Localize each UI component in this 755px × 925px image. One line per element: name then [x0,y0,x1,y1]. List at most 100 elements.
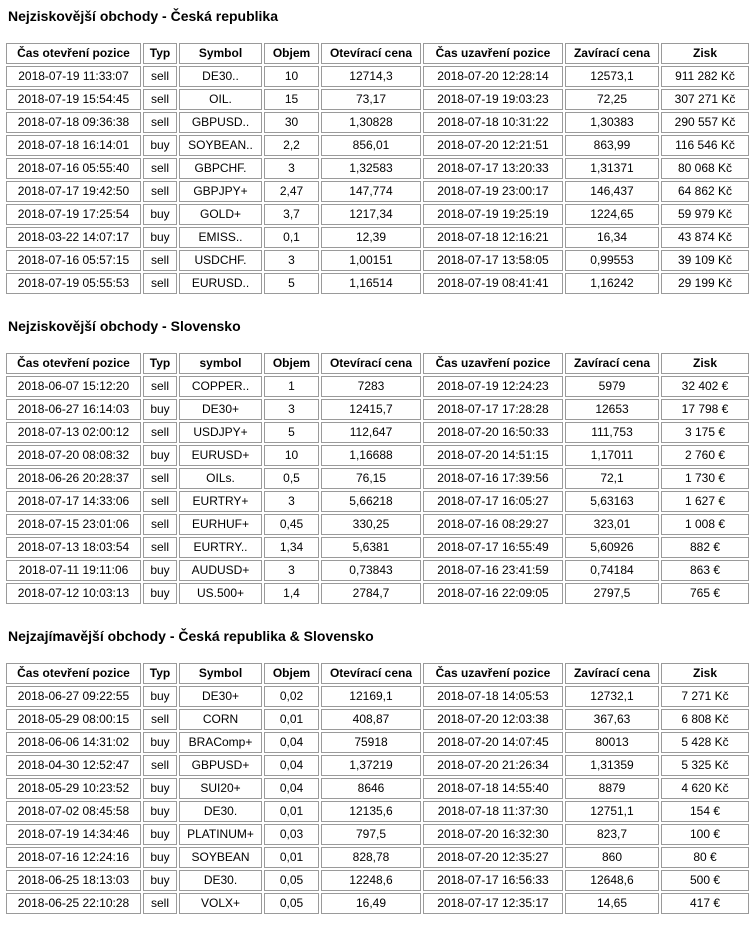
cell-volume: 0,5 [264,468,319,489]
cell-open-time: 2018-04-30 12:52:47 [6,755,141,776]
cell-profit: 7 271 Kč [661,686,749,707]
cell-type: sell [143,709,177,730]
cell-symbol: EMISS.. [179,227,262,248]
cell-type: buy [143,399,177,420]
cell-close-time: 2018-07-18 12:16:21 [423,227,563,248]
cell-symbol: DE30+ [179,686,262,707]
cell-volume: 3,7 [264,204,319,225]
cell-volume: 0,05 [264,893,319,914]
cell-close-price: 1,17011 [565,445,659,466]
cell-profit: 29 199 Kč [661,273,749,294]
cell-close-time: 2018-07-20 12:35:27 [423,847,563,868]
cell-symbol: DE30.. [179,66,262,87]
cell-profit: 3 175 € [661,422,749,443]
cell-open-price: 1,37219 [321,755,421,776]
column-header-open-time: Čas otevření pozice [6,353,141,374]
cell-volume: 1,4 [264,583,319,604]
cell-profit: 100 € [661,824,749,845]
column-header-volume: Objem [264,353,319,374]
cell-open-time: 2018-05-29 10:23:52 [6,778,141,799]
cell-open-price: 330,25 [321,514,421,535]
cell-profit: 1 627 € [661,491,749,512]
cell-symbol: USDJPY+ [179,422,262,443]
cell-close-price: 2797,5 [565,583,659,604]
table-row: 2018-07-19 15:54:45 sell OIL. 15 73,17 2018-0… [6,89,749,110]
report-section: Nejzajímavější obchody - Česká republika… [4,628,751,916]
cell-type: sell [143,66,177,87]
cell-volume: 0,05 [264,870,319,891]
table-row: 2018-06-27 16:14:03 buy DE30+ 3 12415,7 2018-… [6,399,749,420]
cell-volume: 0,04 [264,732,319,753]
table-head: Čas otevření pozice Typ Symbol Objem Otevíra… [6,663,749,684]
header-row: Čas otevření pozice Typ Symbol Objem Otevíra… [6,663,749,684]
cell-symbol: CORN [179,709,262,730]
trades-table: Čas otevření pozice Typ symbol Objem Otevíra… [4,351,751,606]
cell-volume: 30 [264,112,319,133]
column-header-close-price: Zavírací cena [565,43,659,64]
table-row: 2018-06-27 09:22:55 buy DE30+ 0,02 12169,1 20… [6,686,749,707]
cell-close-price: 1,30383 [565,112,659,133]
cell-open-price: 12135,6 [321,801,421,822]
cell-volume: 0,04 [264,778,319,799]
cell-open-price: 856,01 [321,135,421,156]
cell-open-time: 2018-07-16 05:55:40 [6,158,141,179]
cell-symbol: SOYBEAN.. [179,135,262,156]
cell-profit: 417 € [661,893,749,914]
table-row: 2018-07-11 19:11:06 buy AUDUSD+ 3 0,73843 201… [6,560,749,581]
cell-volume: 0,01 [264,801,319,822]
cell-profit: 290 557 Kč [661,112,749,133]
cell-type: buy [143,870,177,891]
cell-close-time: 2018-07-16 22:09:05 [423,583,563,604]
table-head: Čas otevření pozice Typ symbol Objem Otevíra… [6,353,749,374]
cell-symbol: OILs. [179,468,262,489]
cell-volume: 0,01 [264,847,319,868]
trading-report: Nejziskovější obchody - Česká republika Č… [0,8,755,916]
cell-open-time: 2018-07-18 09:36:38 [6,112,141,133]
cell-type: buy [143,686,177,707]
cell-open-time: 2018-07-18 16:14:01 [6,135,141,156]
cell-close-time: 2018-07-19 23:00:17 [423,181,563,202]
column-header-close-time: Čas uzavření pozice [423,353,563,374]
column-header-profit: Zisk [661,43,749,64]
column-header-volume: Objem [264,663,319,684]
cell-close-time: 2018-07-19 08:41:41 [423,273,563,294]
cell-volume: 10 [264,66,319,87]
cell-open-time: 2018-06-27 09:22:55 [6,686,141,707]
cell-open-time: 2018-07-17 14:33:06 [6,491,141,512]
cell-close-price: 5,63163 [565,491,659,512]
cell-open-price: 8646 [321,778,421,799]
cell-close-price: 12751,1 [565,801,659,822]
cell-open-time: 2018-06-06 14:31:02 [6,732,141,753]
cell-symbol: DE30. [179,870,262,891]
cell-close-time: 2018-07-20 12:03:38 [423,709,563,730]
table-row: 2018-07-19 14:34:46 buy PLATINUM+ 0,03 797,5… [6,824,749,845]
cell-type: sell [143,514,177,535]
cell-open-time: 2018-07-16 12:24:16 [6,847,141,868]
section-title: Nejzajímavější obchody - Česká republika… [8,628,374,644]
cell-symbol: USDCHF. [179,250,262,271]
cell-open-time: 2018-05-29 08:00:15 [6,709,141,730]
cell-open-price: 12169,1 [321,686,421,707]
column-header-type: Typ [143,353,177,374]
cell-open-time: 2018-07-19 15:54:45 [6,89,141,110]
cell-open-time: 2018-07-13 02:00:12 [6,422,141,443]
table-row: 2018-05-29 10:23:52 buy SUI20+ 0,04 8646 2018… [6,778,749,799]
cell-close-price: 16,34 [565,227,659,248]
column-header-profit: Zisk [661,353,749,374]
cell-close-time: 2018-07-17 17:28:28 [423,399,563,420]
cell-close-time: 2018-07-16 17:39:56 [423,468,563,489]
cell-close-time: 2018-07-17 13:58:05 [423,250,563,271]
cell-symbol: GBPUSD.. [179,112,262,133]
cell-close-price: 12653 [565,399,659,420]
cell-symbol: EURUSD+ [179,445,262,466]
cell-symbol: EURTRY.. [179,537,262,558]
cell-open-time: 2018-07-19 11:33:07 [6,66,141,87]
table-row: 2018-07-15 23:01:06 sell EURHUF+ 0,45 330,25… [6,514,749,535]
cell-volume: 5 [264,273,319,294]
cell-close-time: 2018-07-17 13:20:33 [423,158,563,179]
cell-profit: 80 068 Kč [661,158,749,179]
cell-profit: 32 402 € [661,376,749,397]
table-row: 2018-05-29 08:00:15 sell CORN 0,01 408,87 201… [6,709,749,730]
cell-close-price: 1,16242 [565,273,659,294]
column-header-symbol: Symbol [179,43,262,64]
